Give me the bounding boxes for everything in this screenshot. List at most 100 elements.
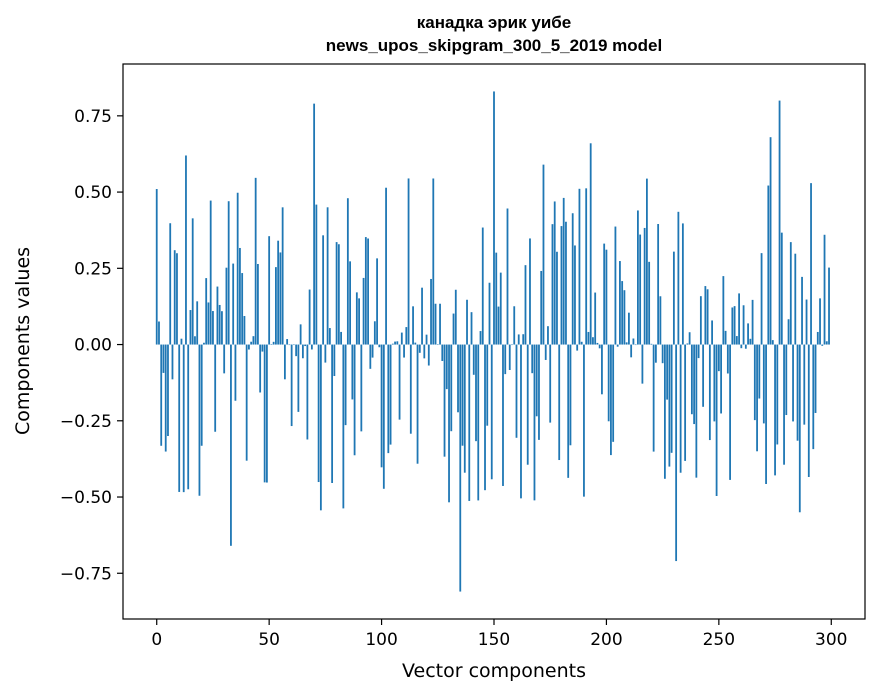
bar <box>493 91 495 345</box>
bar <box>657 224 660 345</box>
bar <box>504 344 507 375</box>
bar <box>414 342 417 345</box>
bar <box>475 344 477 442</box>
bar <box>648 261 651 345</box>
bar <box>571 213 574 345</box>
bar <box>245 344 248 461</box>
bar <box>598 344 601 349</box>
bar <box>524 265 527 345</box>
bar <box>405 327 408 345</box>
bar <box>690 344 693 415</box>
bar <box>697 344 700 359</box>
bar <box>436 344 439 346</box>
bar <box>511 344 513 346</box>
bar <box>553 201 556 345</box>
bar <box>382 344 385 489</box>
y-tick-label: −0.50 <box>60 488 112 508</box>
y-tick-label: 0.25 <box>74 259 112 279</box>
bar <box>574 245 576 345</box>
bar <box>672 251 675 345</box>
bar <box>286 339 289 345</box>
bar <box>702 344 705 407</box>
y-tick-label: −0.75 <box>60 564 112 584</box>
bar <box>760 253 763 345</box>
bar <box>740 344 743 349</box>
bar <box>367 238 369 345</box>
bar <box>270 344 273 345</box>
bar <box>252 336 255 345</box>
bar <box>816 331 819 345</box>
bar <box>646 178 648 345</box>
bar <box>625 342 628 345</box>
bar <box>774 344 776 476</box>
bar <box>317 344 320 483</box>
bar <box>205 278 208 345</box>
bar <box>275 267 277 345</box>
bar <box>531 344 534 374</box>
bar <box>167 344 169 436</box>
bar <box>720 344 722 414</box>
bar <box>185 155 187 345</box>
bar <box>351 344 354 400</box>
bar <box>423 344 426 359</box>
bar <box>281 207 284 345</box>
bar <box>729 344 731 480</box>
bar <box>641 344 644 384</box>
bar <box>277 240 280 345</box>
bar <box>232 263 235 345</box>
bar <box>214 344 217 432</box>
bar <box>162 344 165 373</box>
bar <box>407 178 410 345</box>
bar <box>762 344 765 424</box>
bar <box>506 208 509 345</box>
bar <box>708 344 711 441</box>
bar <box>535 344 538 417</box>
bar <box>344 344 347 426</box>
bar <box>194 336 196 345</box>
bar <box>164 344 167 452</box>
bar <box>783 344 785 465</box>
bar <box>614 226 617 345</box>
bar <box>681 223 684 345</box>
bar <box>711 320 713 345</box>
bar <box>594 292 597 345</box>
bar <box>308 289 311 345</box>
bar <box>223 344 226 374</box>
bar <box>346 198 349 345</box>
bar <box>306 344 309 440</box>
bar <box>239 247 241 345</box>
bar <box>787 319 790 345</box>
bar <box>565 221 567 345</box>
bar <box>196 301 199 345</box>
bar <box>628 312 630 345</box>
chart-title: канадка эрик уибе <box>417 13 571 32</box>
bar <box>484 344 486 491</box>
bar <box>767 185 770 345</box>
bar <box>301 344 304 359</box>
bar <box>257 263 259 345</box>
bar <box>731 307 734 345</box>
bar <box>457 344 459 413</box>
bar <box>515 344 518 438</box>
bar <box>738 293 740 345</box>
bar <box>376 258 378 345</box>
bar <box>340 331 342 345</box>
bar <box>448 344 450 503</box>
bar <box>263 344 266 483</box>
bar <box>819 298 821 345</box>
y-tick-label: 0.00 <box>74 336 112 356</box>
bar <box>304 344 307 347</box>
bar <box>283 344 286 380</box>
bar <box>430 278 432 345</box>
bars-group <box>155 91 830 592</box>
y-tick-label: 0.50 <box>74 183 112 203</box>
bar <box>479 331 482 345</box>
bar <box>477 344 480 501</box>
bar <box>158 321 160 345</box>
bar <box>490 344 493 480</box>
bar <box>313 103 316 345</box>
bar <box>713 344 716 422</box>
bar <box>497 306 500 345</box>
bar <box>241 273 244 345</box>
bar <box>823 234 826 345</box>
